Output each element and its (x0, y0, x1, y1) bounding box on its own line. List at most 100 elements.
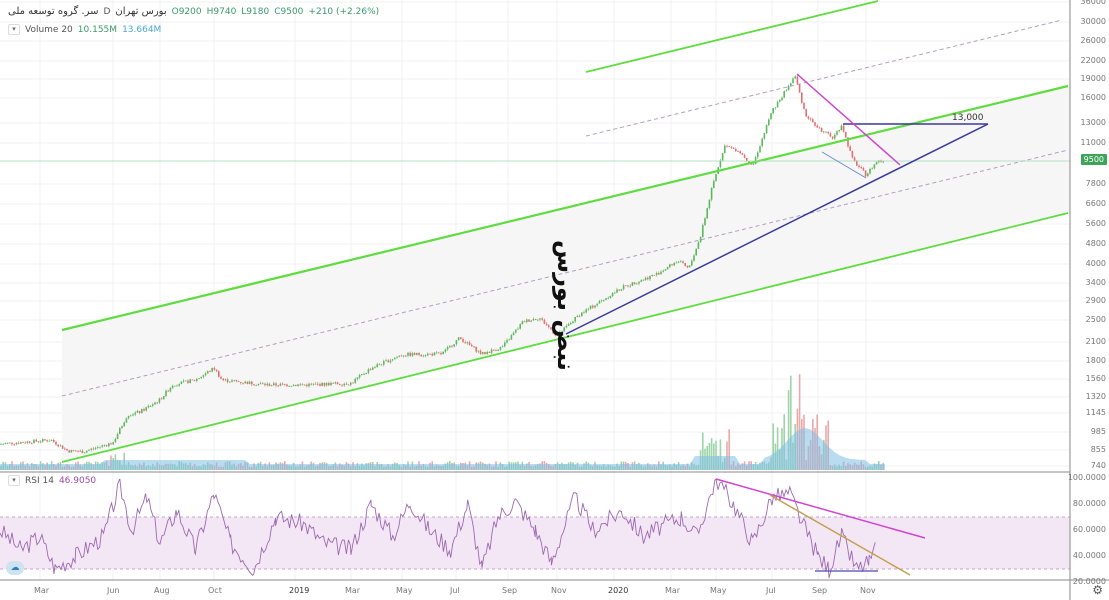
candle (757, 150, 759, 159)
rsi-tick-label: 80.0000 (1072, 499, 1106, 508)
candle (770, 112, 772, 120)
candle (596, 303, 598, 307)
candle (374, 365, 376, 369)
candle (851, 150, 854, 159)
candle (677, 260, 680, 264)
candle (394, 357, 396, 360)
rsi-tick-label: 40.0000 (1072, 551, 1106, 560)
candle (783, 90, 785, 98)
candle (541, 317, 543, 322)
candle (64, 447, 66, 451)
candle (651, 274, 653, 277)
candle (796, 75, 799, 85)
price-tick-label: 26000 (1080, 36, 1106, 45)
candle (196, 378, 198, 383)
candle (684, 262, 686, 267)
candle (647, 276, 649, 281)
candle (633, 282, 636, 285)
candle (125, 417, 128, 423)
candle (270, 384, 273, 387)
candle (605, 298, 607, 301)
candle (440, 351, 442, 356)
price-tick-label: 855 (1090, 445, 1106, 454)
candle (548, 324, 550, 329)
tradingview-logo-icon[interactable]: ☁ (6, 561, 24, 575)
close-value: C9500 (274, 6, 304, 17)
candle (13, 443, 15, 446)
candle (46, 439, 48, 443)
candle (59, 443, 62, 447)
candle (715, 173, 717, 182)
volume-label: Volume 20 (25, 24, 73, 35)
candle (697, 241, 700, 250)
interval[interactable]: D (103, 6, 111, 17)
candle (600, 299, 603, 303)
candle (81, 449, 84, 454)
time-tick-label: Sep (502, 586, 518, 595)
candle (785, 88, 788, 92)
candle (286, 383, 288, 387)
candle (365, 372, 367, 375)
candle (244, 380, 246, 384)
candle (257, 383, 260, 386)
candle (772, 107, 774, 115)
candle (453, 344, 455, 348)
candle (464, 340, 466, 344)
gear-icon[interactable]: ⚙ (1092, 583, 1103, 597)
candle (90, 447, 92, 452)
chevron-down-icon[interactable]: ▾ (8, 24, 20, 35)
candle (209, 370, 211, 373)
candle (55, 440, 57, 447)
candle (574, 316, 576, 323)
price-tick-label: 1320 (1085, 392, 1106, 401)
candle (827, 131, 829, 135)
volume-bar (772, 423, 774, 470)
candle (341, 384, 343, 388)
candle (163, 395, 165, 400)
candle (468, 340, 471, 346)
candle (308, 382, 310, 388)
candle (28, 441, 31, 444)
price-tick-label: 1800 (1085, 356, 1106, 365)
candle (369, 367, 372, 371)
candle (398, 355, 400, 358)
candle (867, 172, 869, 177)
candle (319, 382, 321, 387)
time-tick-label: Jul (766, 586, 776, 595)
candle (429, 353, 431, 355)
candle (101, 444, 103, 449)
candle (490, 347, 493, 355)
chevron-down-icon[interactable]: ▾ (8, 475, 20, 486)
symbol-name[interactable]: سر. گروه توسعه ملی (8, 6, 99, 17)
candle (345, 382, 348, 385)
candle (495, 348, 497, 352)
price-tick-label: 740 (1090, 461, 1106, 470)
candle (576, 314, 579, 318)
candle (776, 100, 779, 108)
volume-bars (0, 374, 885, 470)
rsi-tick-label: 20.0000 (1072, 577, 1106, 586)
candle (682, 260, 684, 264)
candle (297, 383, 299, 387)
last-price-badge: 9500 (1080, 154, 1107, 165)
candle (255, 384, 257, 386)
time-tick-label: May (396, 586, 413, 595)
candle (446, 345, 449, 352)
rsi-line (0, 478, 876, 579)
candle (222, 377, 224, 382)
resistance-trendline (796, 73, 901, 166)
rsi-tick-label: 60.0000 (1072, 525, 1106, 534)
candle (185, 380, 187, 382)
candle (814, 122, 816, 128)
candle (149, 404, 152, 407)
candle (583, 310, 585, 314)
candle (110, 442, 112, 445)
arrow-line (821, 151, 867, 179)
candle (801, 91, 803, 104)
candle (706, 207, 708, 220)
candle (182, 379, 185, 383)
channel-upper-line (585, 0, 879, 73)
candle (61, 445, 64, 449)
candle (572, 320, 574, 325)
